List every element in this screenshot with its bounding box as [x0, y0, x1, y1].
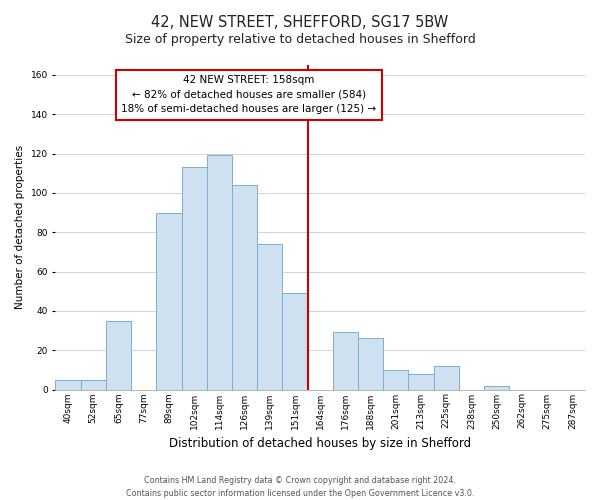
Bar: [383, 370, 409, 390]
Bar: [257, 244, 283, 390]
Bar: [283, 293, 308, 390]
Y-axis label: Number of detached properties: Number of detached properties: [15, 145, 25, 310]
Bar: [333, 332, 358, 390]
Text: Contains HM Land Registry data © Crown copyright and database right 2024.
Contai: Contains HM Land Registry data © Crown c…: [126, 476, 474, 498]
Bar: [232, 185, 257, 390]
Bar: [207, 156, 232, 390]
Text: Size of property relative to detached houses in Shefford: Size of property relative to detached ho…: [125, 32, 475, 46]
Bar: [157, 212, 182, 390]
Text: 42, NEW STREET, SHEFFORD, SG17 5BW: 42, NEW STREET, SHEFFORD, SG17 5BW: [151, 15, 449, 30]
Bar: [484, 386, 509, 390]
Bar: [106, 320, 131, 390]
X-axis label: Distribution of detached houses by size in Shefford: Distribution of detached houses by size …: [169, 437, 471, 450]
Text: 42 NEW STREET: 158sqm
← 82% of detached houses are smaller (584)
18% of semi-det: 42 NEW STREET: 158sqm ← 82% of detached …: [121, 74, 376, 114]
Bar: [55, 380, 80, 390]
Bar: [409, 374, 434, 390]
Bar: [358, 338, 383, 390]
Bar: [434, 366, 459, 390]
Bar: [80, 380, 106, 390]
Bar: [182, 168, 207, 390]
